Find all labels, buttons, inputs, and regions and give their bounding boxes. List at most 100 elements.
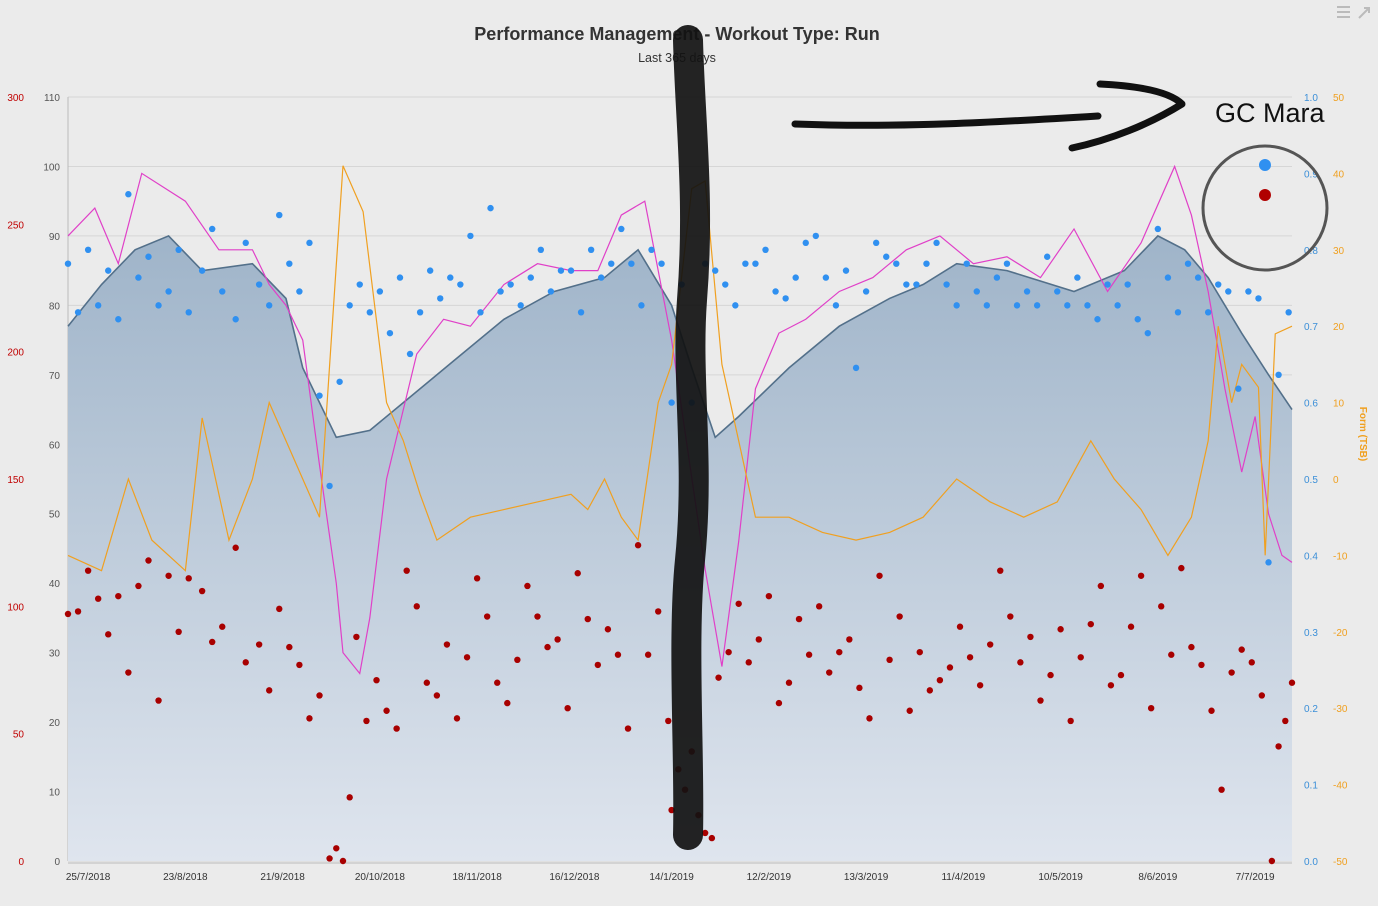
red-points-point — [986, 641, 994, 648]
blue-points-point — [963, 260, 970, 267]
left-inner-tick-label: 40 — [49, 579, 61, 590]
blue-points-point — [752, 260, 759, 267]
red-points-point — [423, 679, 431, 686]
red-points-point — [463, 654, 471, 661]
red-points-point — [1238, 646, 1245, 653]
red-points-point — [1147, 705, 1155, 712]
red-points-point — [494, 679, 501, 686]
blue-points-point — [618, 225, 625, 233]
left-inner-tick-label: 20 — [49, 718, 61, 729]
red-points-point — [1218, 786, 1225, 793]
blue-points-point — [346, 302, 353, 309]
red-points-point — [1268, 857, 1276, 865]
red-points-point — [198, 587, 206, 595]
blue-points-point — [336, 378, 343, 385]
blue-points-point — [1255, 295, 1262, 302]
blue-points-point — [762, 246, 769, 253]
red-points-point — [1047, 671, 1054, 679]
red-points-point — [876, 572, 883, 579]
red-points-point — [473, 575, 481, 582]
right-inner-tick-label: 0.5 — [1304, 475, 1318, 486]
red-points-point — [175, 628, 182, 635]
left-inner-tick-label: 100 — [43, 162, 60, 173]
blue-points-point — [457, 281, 464, 288]
blue-points-point — [1044, 253, 1051, 260]
red-points-point — [826, 669, 833, 676]
x-tick-label: 21/9/2018 — [260, 872, 305, 883]
right-inner-tick-label: 0.9 — [1304, 169, 1318, 180]
blue-points-point — [1104, 281, 1111, 288]
blue-points-point — [232, 316, 239, 323]
red-points-point — [906, 707, 913, 714]
hamburger-menu-icon[interactable] — [1337, 6, 1350, 18]
red-points-point — [1087, 620, 1094, 628]
right-inner-tick-label: 1.0 — [1304, 93, 1318, 104]
left-outer-tick-label: 100 — [7, 602, 24, 613]
expand-icon[interactable] — [1358, 7, 1370, 19]
red-points-point — [165, 572, 172, 579]
blue-points-point — [1204, 309, 1212, 316]
red-points-point — [453, 715, 461, 722]
blue-points-point — [437, 295, 444, 302]
blue-points-point — [326, 482, 333, 490]
red-points-point — [393, 725, 400, 732]
red-points-point — [966, 654, 974, 661]
red-points-point — [1127, 623, 1135, 630]
red-points-point — [145, 557, 152, 564]
red-points-point — [815, 603, 823, 610]
blue-points-point — [376, 288, 384, 295]
red-points-point — [775, 699, 783, 707]
red-points-point — [896, 613, 903, 620]
red-points-point — [644, 651, 652, 658]
blue-points-point — [852, 364, 860, 372]
blue-points-point — [296, 288, 303, 295]
blue-points-point — [608, 260, 615, 267]
left-outer-tick-label: 150 — [7, 475, 24, 486]
blue-points-point — [94, 302, 102, 309]
blue-points-point — [1194, 274, 1202, 281]
blue-points-point — [668, 399, 675, 406]
blue-points-point — [1285, 309, 1292, 316]
blue-points-point — [396, 274, 404, 281]
blue-points-point — [842, 267, 850, 274]
red-points-point — [715, 674, 722, 681]
right-inner-tick-label: 0.2 — [1304, 704, 1318, 715]
right-inner-tick-label: 0.6 — [1304, 399, 1318, 410]
red-points-point — [1178, 564, 1185, 572]
blue-points-point — [1054, 288, 1061, 295]
red-points-point — [926, 687, 934, 694]
red-points-point — [74, 608, 82, 615]
red-points-point — [333, 845, 340, 852]
red-points-point — [483, 613, 491, 620]
red-points-point — [614, 651, 622, 658]
left-inner-tick-label: 110 — [44, 93, 60, 104]
red-points-point — [655, 608, 662, 615]
blue-points-point — [537, 246, 545, 253]
red-points-point — [1117, 671, 1125, 679]
blue-points-point — [742, 260, 749, 267]
blue-points-point — [1114, 302, 1121, 309]
red-points-point — [296, 661, 303, 669]
red-points-point — [1007, 613, 1014, 620]
blue-points-point — [105, 267, 112, 274]
blue-points-point — [406, 350, 414, 358]
red-points-point — [443, 641, 451, 648]
blue-points-point — [658, 260, 665, 267]
red-points-point — [1275, 743, 1282, 750]
blue-points-point — [782, 295, 789, 302]
red-points-point — [346, 794, 353, 801]
red-points-point — [976, 682, 984, 689]
x-tick-label: 7/7/2019 — [1236, 872, 1275, 883]
red-points-point — [708, 834, 716, 842]
red-points-point — [504, 699, 511, 707]
blue-points-point — [286, 260, 293, 267]
left-outer-tick-label: 200 — [7, 348, 24, 359]
blue-points-point — [145, 253, 152, 260]
red-points-point — [624, 725, 632, 732]
right-outer-tick-label: 30 — [1333, 246, 1345, 257]
red-points-point — [564, 705, 571, 712]
blue-points-point — [84, 246, 92, 253]
blue-points-point — [416, 309, 424, 316]
red-points-point — [276, 605, 283, 613]
blue-points-point — [953, 302, 960, 309]
